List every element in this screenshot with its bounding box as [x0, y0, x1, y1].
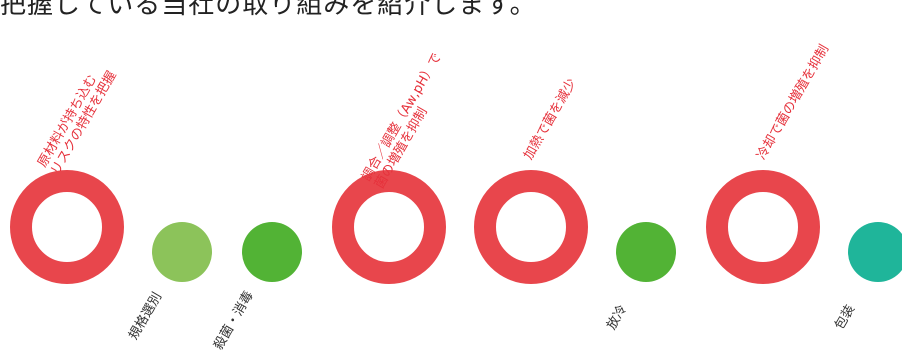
ccp-label-2-line-1: 調合／調整（Aw,pH）で — [359, 50, 445, 184]
step-label-sterilization: 殺菌・消毒 — [211, 288, 257, 353]
ccp-label-3-line-1: 加熱で菌を減少 — [521, 76, 580, 163]
step-dot-cooling-off — [616, 222, 676, 282]
step-label-grading: 規格選別 — [126, 289, 166, 343]
intro-text: 把握している当社の取り組みを紹介します。 — [0, 0, 537, 20]
ccp-ring-3 — [474, 170, 588, 284]
step-dot-packaging — [848, 222, 902, 282]
ccp-label-3: 加熱で菌を減少 — [521, 76, 580, 163]
ccp-ring-1 — [10, 170, 124, 284]
step-label-cooling-off: 放冷 — [604, 302, 631, 333]
step-label-packaging: 包装 — [832, 302, 859, 333]
ccp-label-4: 冷却で菌の増殖を抑制 — [754, 42, 833, 163]
ccp-label-1: 原材料が持ち込む リスクの特性を把握 — [35, 62, 120, 178]
ccp-ring-2 — [332, 170, 446, 284]
ccp-label-2: 調合／調整（Aw,pH）で 菌の増殖を抑制 — [359, 50, 458, 192]
ccp-label-4-line-1: 冷却で菌の増殖を抑制 — [754, 42, 833, 163]
ccp-ring-4 — [706, 170, 820, 284]
step-dot-sterilization — [242, 222, 302, 282]
step-dot-grading — [152, 222, 212, 282]
